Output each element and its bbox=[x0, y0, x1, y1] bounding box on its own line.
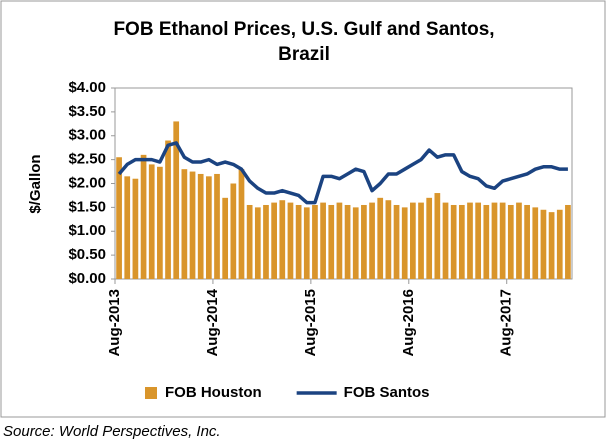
y-tick-label: $2.50 bbox=[68, 151, 106, 168]
bar bbox=[230, 183, 237, 279]
x-tick-label: Aug-2013 bbox=[106, 289, 123, 357]
bar bbox=[475, 202, 482, 279]
bar bbox=[532, 207, 539, 279]
line bbox=[117, 141, 568, 205]
bar bbox=[197, 173, 204, 279]
bar bbox=[467, 202, 473, 279]
bar bbox=[410, 202, 416, 279]
bar bbox=[491, 202, 498, 279]
legend-label: FOB Houston bbox=[165, 384, 262, 401]
bar bbox=[442, 202, 449, 279]
y-axis-label: $/Gallon bbox=[27, 154, 44, 213]
bar bbox=[426, 197, 433, 279]
bar bbox=[214, 173, 220, 279]
bar bbox=[401, 207, 408, 279]
chart-title: Brazil bbox=[278, 44, 330, 65]
bar bbox=[238, 169, 245, 279]
bar bbox=[483, 204, 490, 279]
bar bbox=[418, 202, 424, 279]
bar bbox=[303, 207, 310, 279]
bar bbox=[140, 154, 147, 279]
bar bbox=[148, 164, 155, 279]
bar bbox=[507, 204, 514, 279]
bar bbox=[385, 200, 392, 279]
bar bbox=[328, 204, 335, 279]
bar bbox=[271, 202, 277, 279]
bar bbox=[279, 200, 286, 279]
bar bbox=[124, 176, 131, 279]
bar bbox=[393, 204, 400, 279]
bar bbox=[565, 204, 571, 279]
bar bbox=[312, 204, 318, 279]
bar bbox=[556, 209, 563, 279]
bar bbox=[132, 178, 139, 279]
bar bbox=[116, 157, 122, 279]
y-tick-label: $0.00 bbox=[68, 270, 106, 287]
bar bbox=[205, 176, 212, 279]
bar bbox=[173, 121, 180, 279]
bar bbox=[165, 140, 171, 279]
bar bbox=[320, 202, 326, 279]
bar bbox=[548, 212, 555, 279]
x-tick-label: Aug-2017 bbox=[498, 289, 515, 357]
bar bbox=[450, 204, 457, 279]
bar bbox=[222, 197, 229, 279]
bar bbox=[352, 207, 359, 279]
chart-title: FOB Ethanol Prices, U.S. Gulf and Santos… bbox=[113, 19, 494, 40]
x-tick-label: Aug-2014 bbox=[204, 288, 221, 356]
bar bbox=[287, 202, 294, 279]
bar bbox=[344, 204, 351, 279]
x-tick-label: Aug-2016 bbox=[400, 289, 417, 357]
bar bbox=[254, 207, 261, 279]
source-note: Source: World Perspectives, Inc. bbox=[3, 423, 221, 440]
y-tick-label: $0.50 bbox=[68, 246, 106, 263]
bar bbox=[377, 197, 384, 279]
bar bbox=[295, 204, 302, 279]
bar bbox=[189, 171, 196, 279]
y-tick-label: $4.00 bbox=[68, 79, 106, 96]
bar bbox=[157, 166, 163, 279]
x-tick-label: Aug-2015 bbox=[302, 289, 319, 357]
bar bbox=[263, 204, 269, 279]
bar bbox=[540, 209, 547, 279]
bar bbox=[499, 202, 506, 279]
bar bbox=[524, 204, 530, 279]
bar bbox=[516, 202, 522, 279]
bar bbox=[369, 202, 375, 279]
y-tick-label: $3.50 bbox=[68, 103, 106, 120]
y-tick-label: $3.00 bbox=[68, 127, 106, 144]
y-tick-label: $1.00 bbox=[68, 222, 106, 239]
y-tick-label: $2.00 bbox=[68, 174, 106, 191]
legend-label: FOB Santos bbox=[344, 384, 430, 401]
bar bbox=[458, 204, 465, 279]
legend-swatch bbox=[145, 387, 157, 399]
y-tick-label: $1.50 bbox=[68, 198, 106, 215]
bar bbox=[181, 169, 188, 279]
bar bbox=[336, 202, 343, 279]
bar bbox=[361, 204, 367, 279]
bar bbox=[434, 193, 441, 279]
bar bbox=[246, 204, 253, 279]
